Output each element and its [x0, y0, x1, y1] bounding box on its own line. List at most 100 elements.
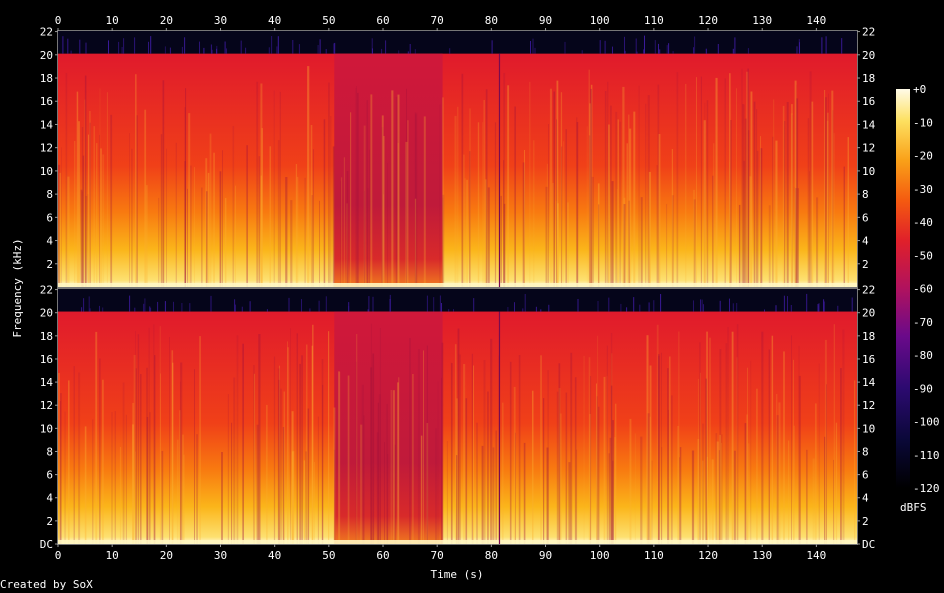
y-tick-label: 12	[40, 399, 53, 412]
x-tick-label: 80	[485, 549, 498, 562]
colorbar-tick-label: -70	[913, 316, 933, 329]
x-tick-label: 100	[590, 14, 610, 27]
x-tick-label: 40	[268, 14, 281, 27]
y-tick-label: 8	[46, 445, 53, 458]
x-tick-label: 140	[806, 549, 826, 562]
x-tick-label: 60	[376, 549, 389, 562]
y-tick-label: 2	[46, 515, 53, 528]
y-tick-label: 18	[40, 72, 53, 85]
silent-band	[58, 289, 857, 312]
y-tick-label: 14	[862, 118, 876, 131]
colorbar-tick-label: -90	[913, 382, 933, 395]
x-tick-label: 20	[160, 549, 173, 562]
y-tick-label: 16	[862, 353, 875, 366]
x-tick-label: 90	[539, 14, 552, 27]
y-tick-label: 22	[862, 26, 875, 39]
y-tick-label: 18	[862, 330, 875, 343]
y-tick-label: 20	[862, 49, 875, 62]
x-axis-label: Time (s)	[431, 568, 484, 581]
y-tick-label: DC	[862, 538, 875, 551]
x-tick-label: 110	[644, 14, 664, 27]
colorbar-tick-label: -10	[913, 116, 933, 129]
y-tick-label: 22	[40, 26, 53, 39]
x-tick-label: 100	[590, 549, 610, 562]
y-tick-label: 8	[862, 188, 869, 201]
y-tick-label: 2	[862, 258, 869, 271]
colorbar-tick-label: -40	[913, 216, 933, 229]
y-tick-label: 4	[46, 492, 53, 505]
x-tick-label: 120	[698, 549, 718, 562]
y-tick-label: 2	[46, 258, 53, 271]
panel-frame	[57, 30, 858, 288]
y-tick-label: 22	[862, 284, 875, 297]
x-tick-label: 90	[539, 549, 552, 562]
x-tick-label: 50	[322, 549, 335, 562]
credit-text: Created by SoX	[0, 578, 93, 591]
x-tick-label: 30	[214, 14, 227, 27]
x-tick-label: 70	[431, 14, 444, 27]
y-tick-label: 16	[862, 95, 875, 108]
x-tick-label: 40	[268, 549, 281, 562]
y-axis-label: Frequency (kHz)	[11, 238, 24, 337]
colorbar-gradient	[896, 89, 910, 488]
y-tick-label: 16	[40, 95, 53, 108]
y-tick-label: 10	[862, 165, 875, 178]
x-tick-label: 130	[752, 549, 772, 562]
x-tick-label: 0	[55, 14, 62, 27]
energy-band	[58, 311, 857, 544]
quiet-section	[334, 311, 443, 544]
y-tick-label: 18	[40, 330, 53, 343]
y-tick-label: 8	[862, 445, 869, 458]
colorbar-tick-label: -60	[913, 283, 933, 296]
y-tick-label: 12	[862, 142, 875, 155]
x-tick-label: 10	[106, 14, 119, 27]
colorbar-tick-label: -50	[913, 249, 933, 262]
x-tick-label: 10	[106, 549, 119, 562]
y-tick-label: 10	[40, 165, 53, 178]
x-tick-label: 20	[160, 14, 173, 27]
x-tick-label: 120	[698, 14, 718, 27]
x-tick-label: 130	[752, 14, 772, 27]
colorbar-tick-label: -30	[913, 183, 933, 196]
x-tick-label: 60	[376, 14, 389, 27]
y-tick-label: 10	[40, 422, 53, 435]
y-tick-label: 6	[862, 211, 869, 224]
energy-band	[58, 53, 857, 288]
colorbar-tick-label: -80	[913, 349, 933, 362]
colorbar-tick-label: -120	[913, 482, 940, 495]
x-tick-label: 80	[485, 14, 498, 27]
y-tick-label: 20	[40, 307, 53, 320]
colorbar-tick-label: -110	[913, 449, 940, 462]
y-tick-label: 12	[40, 142, 53, 155]
quiet-section	[334, 53, 443, 288]
colorbar: +0 -10 -20 -30 -40 -50 -60 -70 -80 -90 -100 -110 -12…	[896, 83, 940, 495]
y-tick-label: 10	[862, 422, 875, 435]
x-tick-label: 50	[322, 14, 335, 27]
colorbar-unit-label: dBFS	[900, 501, 927, 514]
y-tick-label: DC	[40, 538, 53, 551]
y-tick-label: 6	[46, 469, 53, 482]
y-tick-label: 8	[46, 188, 53, 201]
y-tick-label: 12	[862, 399, 875, 412]
y-tick-label: 4	[862, 235, 869, 248]
y-tick-label: 6	[862, 469, 869, 482]
colorbar-tick-label: -20	[913, 150, 933, 163]
spectral-texture	[58, 35, 857, 288]
channel-2-spectrogram	[57, 288, 858, 545]
channel-1-spectrogram	[57, 30, 858, 288]
y-tick-label: 2	[862, 515, 869, 528]
x-tick-label: 110	[644, 549, 664, 562]
y-tick-label: 20	[862, 307, 875, 320]
colorbar-tick-label: +0	[913, 83, 926, 96]
y-tick-label: 4	[862, 492, 869, 505]
y-tick-label: 14	[862, 376, 876, 389]
x-tick-label: 140	[806, 14, 826, 27]
y-tick-label: 20	[40, 49, 53, 62]
y-tick-label: 14	[40, 376, 54, 389]
spectral-texture	[58, 293, 857, 544]
silent-band	[58, 31, 857, 54]
y-tick-label: 4	[46, 235, 53, 248]
panel-frame	[57, 288, 858, 545]
x-tick-label: 0	[55, 549, 62, 562]
